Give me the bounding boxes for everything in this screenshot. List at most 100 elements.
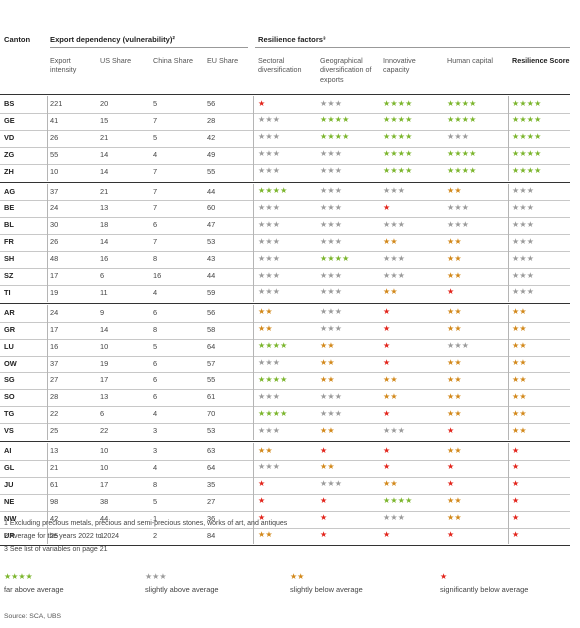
star-rating-icon: ★: [320, 496, 328, 506]
table-rule: [0, 163, 570, 165]
star-rating-icon: ★★: [447, 408, 462, 418]
star-rating-icon: ★★: [258, 307, 273, 317]
eu-share-value: 60: [207, 203, 216, 213]
canton-code: SH: [4, 254, 15, 264]
export-intensity-value: 24: [50, 307, 59, 317]
star-rating-icon: ★: [447, 462, 455, 472]
us-share-value: 16: [100, 254, 109, 264]
china-share-value: 5: [153, 341, 158, 351]
table-row: ZG 55 14 4 49 ★★★ ★★★ ★★★★ ★★★★ ★★★★: [0, 147, 570, 164]
star-rating-icon: ★★: [512, 341, 527, 351]
table-row: BE 24 13 7 60 ★★★ ★★★ ★ ★★★ ★★★: [0, 200, 570, 217]
us-share-value: 44: [100, 513, 109, 523]
star-rating-icon: ★★★: [258, 425, 281, 435]
table-rule: [0, 527, 570, 529]
star-rating-icon: ★★★: [258, 219, 281, 229]
export-intensity-value: 13: [50, 446, 59, 455]
star-rating-icon: ★: [447, 479, 455, 489]
export-intensity-value: 17: [50, 324, 59, 334]
star-rating-icon: ★★★★: [512, 149, 542, 159]
col-sectoral-diversification: Sectoral diversification: [258, 56, 302, 75]
table-rule: [0, 476, 570, 478]
canton-code: TG: [4, 409, 15, 419]
table-row: TI 19 11 4 59 ★★★ ★★★ ★★ ★ ★★★: [0, 285, 570, 302]
china-share-value: 2: [153, 530, 158, 540]
canton-code: TI: [4, 287, 11, 297]
eu-share-value: 44: [207, 186, 216, 196]
star-rating-icon: ★: [383, 530, 391, 539]
us-share-value: 18: [100, 220, 109, 230]
table-rule: [0, 545, 570, 547]
star-rating-icon: ★★★: [447, 202, 470, 212]
source-note: Source: SCA, UBS: [4, 613, 62, 620]
star-rating-icon: ★★★: [258, 253, 281, 263]
resilience-group-rule: [255, 47, 570, 48]
column-rule: [253, 183, 254, 302]
star-rating-icon: ★: [512, 479, 520, 489]
star-rating-icon: ★: [512, 496, 520, 506]
eu-share-value: 27: [207, 496, 216, 506]
us-share-value: 10: [100, 446, 109, 455]
canton-code: AR: [4, 307, 15, 317]
canton-code: FR: [4, 237, 14, 247]
china-share-value: 3: [153, 446, 158, 455]
table-rule: [0, 129, 570, 131]
china-share-value: 4: [153, 149, 158, 159]
star-rating-icon: ★★★: [447, 219, 470, 229]
star-rating-icon: ★★: [447, 374, 462, 384]
star-rating-icon: ★★: [320, 425, 335, 435]
star-rating-icon: ★★: [383, 391, 398, 401]
eu-share-value: 28: [207, 115, 216, 125]
star-rating-icon: ★★★★: [447, 166, 477, 176]
star-rating-icon: ★★★: [383, 253, 406, 263]
legend-label: far above average: [4, 585, 64, 594]
star-rating-icon: ★★: [512, 374, 527, 384]
star-rating-icon: ★★★: [258, 358, 281, 367]
table-row: TG 22 6 4 70 ★★★★ ★★★ ★ ★★ ★★: [0, 406, 570, 423]
canton-code: GR: [4, 324, 16, 334]
china-share-value: 8: [153, 324, 158, 334]
star-rating-icon: ★★★: [383, 186, 406, 195]
china-share-value: 7: [153, 203, 158, 213]
table-row: UR 25 1 2 84 ★★ ★ ★ ★ ★: [0, 528, 570, 545]
star-rating-icon: ★: [512, 513, 520, 523]
us-share-value: 14: [100, 324, 109, 334]
column-rule: [508, 183, 509, 302]
export-intensity-value: 10: [50, 166, 59, 176]
star-rating-icon: ★★★★: [383, 166, 413, 176]
star-rating-icon: ★★★★: [383, 496, 413, 506]
china-share-value: 4: [153, 287, 158, 297]
export-intensity-value: 25: [50, 426, 59, 436]
eu-share-value: 44: [207, 271, 216, 280]
table-rule: [0, 406, 570, 408]
star-rating-icon: ★★★★: [512, 166, 542, 176]
star-rating-icon: ★★: [447, 496, 462, 506]
china-share-value: 5: [153, 99, 158, 108]
canton-code: JU: [4, 479, 14, 489]
star-rating-icon: ★★: [447, 391, 462, 401]
table-row: LU 16 10 5 64 ★★★★ ★★ ★ ★★★ ★★: [0, 339, 570, 356]
star-rating-icon: ★: [447, 530, 455, 539]
china-share-value: 5: [153, 496, 158, 506]
star-rating-icon: ★★★★: [447, 115, 477, 125]
export-intensity-value: 28: [50, 392, 59, 402]
eu-share-value: 55: [207, 375, 216, 385]
china-share-value: 4: [153, 462, 158, 472]
star-rating-icon: ★★★★: [258, 408, 288, 418]
star-rating-icon: ★: [320, 445, 328, 455]
star-rating-icon: ★★★: [320, 391, 343, 401]
col-geographical-diversification: Geographical diversification of exports: [320, 56, 372, 84]
column-rule: [47, 96, 48, 181]
star-rating-icon: ★: [512, 462, 520, 472]
column-rule: [508, 443, 509, 545]
table-rule: [0, 302, 570, 304]
star-rating-icon: ★★★: [512, 236, 535, 246]
star-rating-icon: ★★★: [320, 408, 343, 418]
china-share-value: 1: [153, 513, 158, 523]
canton-code: LU: [4, 341, 14, 351]
eu-share-value: 59: [207, 287, 216, 297]
canton-code: GL: [4, 462, 15, 472]
star-rating-icon: ★★★: [512, 202, 535, 212]
star-rating-icon: ★★: [383, 287, 398, 297]
star-rating-icon: ★: [383, 445, 391, 455]
